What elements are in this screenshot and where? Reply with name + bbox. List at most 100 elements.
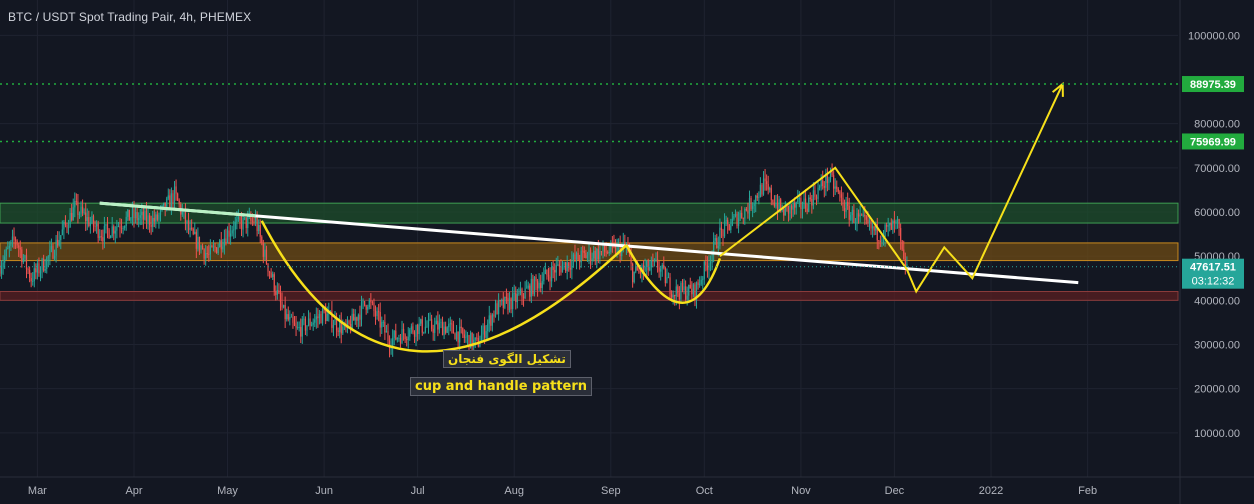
candle-body — [691, 288, 693, 295]
candle-body — [448, 323, 450, 328]
candle-body — [756, 195, 758, 198]
candle-body — [764, 178, 766, 182]
candle-body — [692, 284, 694, 295]
candle-body — [745, 208, 747, 211]
candle-body — [862, 214, 864, 216]
candle-body — [879, 240, 881, 242]
x-tick-label: 2022 — [979, 485, 1003, 497]
candle-body — [529, 285, 531, 297]
candle-body — [664, 267, 666, 284]
candle-body — [21, 249, 23, 263]
candle-body — [376, 311, 378, 317]
candle-body — [593, 250, 595, 259]
candle-body — [11, 236, 14, 242]
candle-body — [339, 321, 341, 333]
candle-body — [850, 215, 852, 220]
candle-body — [144, 210, 146, 220]
candle-body — [630, 256, 632, 264]
candle-body — [828, 178, 830, 184]
candle-body — [67, 227, 70, 229]
candle-body — [206, 253, 208, 255]
candle-body — [803, 198, 805, 208]
candle-body — [792, 202, 794, 210]
candle-body — [111, 226, 113, 236]
x-tick-label: Jun — [315, 485, 333, 497]
y-tick-label: 40000.00 — [1194, 295, 1240, 307]
candle-body — [170, 193, 173, 208]
candle-body — [7, 248, 9, 249]
candle-body — [750, 197, 752, 209]
candle-body — [32, 281, 34, 282]
candle-body — [181, 211, 183, 215]
candle-body — [674, 294, 676, 297]
candle-body — [201, 245, 204, 250]
candle-body — [8, 245, 10, 249]
candle-body — [452, 324, 455, 334]
candle-body — [847, 201, 849, 206]
candle-body — [18, 245, 20, 248]
candle-body — [864, 214, 866, 217]
candle-body — [507, 297, 509, 310]
candle-body — [575, 252, 578, 260]
candle-body — [71, 212, 73, 221]
candle-body — [295, 325, 297, 328]
candle-body — [172, 193, 174, 203]
x-tick-label: May — [217, 485, 238, 497]
candle-body — [697, 282, 699, 286]
candle-body — [233, 229, 235, 231]
candle-body — [92, 216, 95, 227]
candle-body — [413, 332, 416, 337]
candle-body — [267, 263, 269, 272]
candle-body — [340, 321, 342, 334]
candle-body — [494, 303, 497, 317]
candle-body — [314, 319, 316, 323]
candle-body — [454, 333, 456, 340]
candle-body — [189, 227, 191, 231]
candle-body — [666, 277, 668, 284]
candle-body — [795, 202, 797, 208]
candle-body — [865, 216, 867, 220]
candle-body — [688, 284, 690, 296]
candle-body — [560, 266, 562, 273]
candle-body — [100, 236, 102, 238]
candle-body — [242, 217, 244, 230]
candle-body — [99, 236, 101, 238]
candle-body — [457, 331, 459, 343]
candle-body — [482, 325, 484, 335]
candle-body — [423, 331, 425, 333]
candle-body — [85, 212, 87, 222]
candle-body — [446, 327, 448, 333]
candle-body — [407, 336, 409, 340]
candle-body — [603, 244, 606, 252]
candle-body — [258, 225, 260, 231]
candle-body — [770, 188, 772, 201]
candle-body — [602, 244, 604, 252]
candle-body — [321, 308, 324, 324]
candle-body — [94, 226, 96, 227]
candle-body — [30, 278, 32, 282]
candle-body — [187, 220, 190, 231]
candle-body — [683, 286, 685, 291]
candle-body — [398, 337, 400, 339]
level-price-label: 75969.99 — [1190, 136, 1236, 148]
candle-body — [440, 322, 442, 323]
candle-body — [739, 212, 741, 219]
candle-body — [55, 239, 57, 256]
candle-body — [311, 324, 313, 326]
candle-body — [41, 258, 43, 271]
candle-body — [22, 258, 24, 263]
candle-body — [292, 316, 294, 323]
candle-body — [778, 199, 780, 212]
candle-body — [737, 218, 740, 227]
candle-body — [711, 253, 713, 263]
candle-body — [72, 207, 74, 221]
candle-body — [156, 214, 158, 220]
candle-body — [357, 314, 359, 321]
candle-body — [616, 245, 618, 254]
candle-body — [106, 224, 109, 230]
candle-body — [167, 195, 169, 199]
candle-body — [315, 316, 317, 320]
candle-body — [39, 270, 42, 274]
